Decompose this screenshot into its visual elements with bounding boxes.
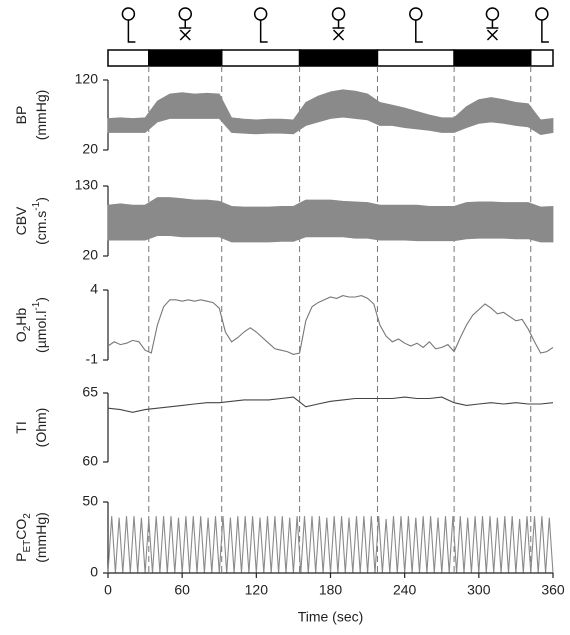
posture-icon — [485, 7, 500, 41]
y-tick-label: 120 — [75, 71, 99, 87]
signal-line — [107, 396, 554, 413]
icon-head — [331, 7, 346, 21]
phase-block — [220, 49, 301, 67]
icon-body — [127, 20, 136, 43]
phase-block — [107, 49, 150, 67]
y-axis-label: (mmHg) — [33, 90, 49, 141]
label-part: O — [13, 331, 29, 342]
x-tick-label: 180 — [319, 582, 343, 598]
icon-head — [121, 7, 136, 21]
icon-body — [259, 20, 268, 43]
y-tick-label: 20 — [82, 247, 98, 263]
label-part: (mmHg) — [33, 90, 49, 141]
icon-head — [535, 7, 549, 21]
y-tick-label: 65 — [82, 384, 98, 400]
label-part: TI — [13, 421, 29, 433]
label-part: (Ohm) — [33, 408, 49, 448]
y-tick-label: 20 — [82, 141, 98, 157]
y-axis-label: CBV — [13, 206, 29, 235]
icon-body — [486, 20, 499, 41]
icon-head — [485, 7, 500, 21]
icon-body — [415, 20, 423, 43]
phase-block — [376, 49, 455, 67]
label-part: -1 — [31, 201, 42, 210]
y-axis-label: (mmHg) — [33, 512, 49, 563]
label-part: ET — [22, 540, 33, 553]
label-part: ) — [33, 197, 49, 202]
posture-icon — [409, 7, 423, 43]
y-axis-label: PETCO2 — [13, 513, 33, 562]
y-tick-label: 50 — [82, 493, 98, 509]
icon-head — [178, 7, 193, 21]
label-part: 2 — [22, 513, 33, 519]
x-tick-label: 120 — [245, 582, 269, 598]
y-axis-label: BP — [13, 106, 29, 125]
y-tick-label: 130 — [75, 177, 99, 193]
label-part: 2 — [22, 325, 33, 331]
y-axis-label: (µmol.l-1) — [31, 297, 49, 353]
label-part: Hb — [13, 308, 29, 326]
phase-block — [453, 49, 532, 67]
icon-head — [253, 7, 268, 21]
phase-block — [148, 49, 223, 67]
y-tick-label: 60 — [82, 453, 98, 469]
y-axis-label: TI — [13, 421, 29, 433]
phase-block — [298, 49, 379, 67]
icon-body — [332, 20, 345, 41]
y-axis-label: (cm.s-1) — [31, 197, 49, 245]
label-part: CBV — [13, 206, 29, 235]
x-tick-label: 240 — [393, 582, 417, 598]
label-part: (µmol.l — [33, 311, 49, 353]
label-part: ) — [33, 297, 49, 302]
signal-band — [107, 89, 554, 136]
icon-head — [409, 7, 423, 21]
posture-icon — [178, 7, 193, 41]
signal-line — [107, 295, 554, 355]
y-tick-label: -1 — [86, 351, 99, 367]
posture-icon — [253, 7, 268, 43]
label-part: -1 — [31, 301, 42, 310]
label-part: BP — [13, 106, 29, 125]
y-axis-label: (Ohm) — [33, 408, 49, 448]
x-axis-label: Time (sec) — [298, 609, 364, 625]
y-tick-label: 0 — [90, 564, 98, 580]
x-tick-label: 60 — [174, 582, 190, 598]
posture-icon — [535, 7, 549, 43]
posture-icon — [121, 7, 136, 43]
y-axis-label: O2Hb — [13, 308, 33, 343]
label-part: (cm.s — [33, 211, 49, 245]
label-part: (mmHg) — [33, 512, 49, 563]
label-part: CO — [13, 519, 29, 540]
y-tick-label: 4 — [90, 281, 98, 297]
icon-body — [541, 20, 549, 43]
phase-block — [530, 49, 554, 67]
x-tick-label: 360 — [541, 582, 565, 598]
signal-line — [107, 516, 554, 574]
posture-icon — [331, 7, 346, 41]
x-tick-label: 300 — [467, 582, 491, 598]
label-part: P — [13, 553, 29, 562]
x-tick-label: 0 — [104, 582, 112, 598]
icon-body — [179, 20, 192, 41]
signal-band — [107, 197, 554, 243]
